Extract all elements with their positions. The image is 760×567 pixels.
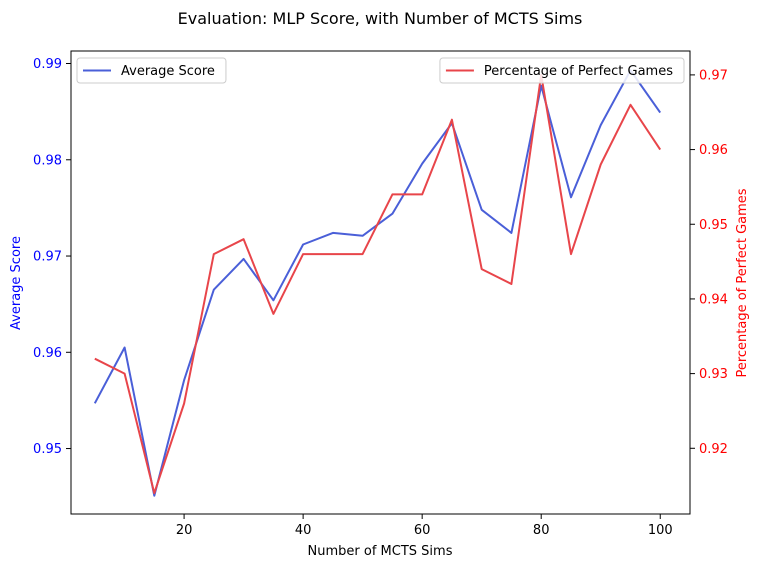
x-tick-label: 100 [648, 523, 673, 538]
legend-label: Average Score [121, 64, 215, 79]
y-right-axis-label: Percentage of Perfect Games [735, 188, 750, 377]
x-tick-label: 80 [533, 523, 550, 538]
series-line-2 [94, 73, 662, 495]
x-tick-label: 40 [295, 523, 312, 538]
legend-label: Percentage of Perfect Games [484, 64, 673, 79]
legend-upper-right: Percentage of Perfect Games [439, 57, 685, 84]
y-left-tick-label: 0.97 [33, 250, 62, 265]
y-left-tick-label: 0.98 [33, 153, 62, 168]
legend-box [439, 57, 685, 84]
legend-upper-left: Average Score [76, 57, 227, 84]
x-axis-label: Number of MCTS Sims [308, 544, 453, 559]
x-tick-label: 20 [176, 523, 193, 538]
chart-title: Evaluation: MLP Score, with Number of MC… [178, 9, 583, 28]
y-right-tick-label: 0.97 [699, 68, 728, 83]
plot-area: 20 40 60 80 100 0.95 0.96 0.97 0.98 0.99 0.92 0.93 0… [33, 50, 728, 538]
y-right-tick-label: 0.92 [699, 442, 728, 457]
y-left-axis-label: Average Score [9, 236, 24, 330]
y-left-tick-label: 0.96 [33, 346, 62, 361]
series-line-1 [93, 69, 662, 497]
plot-frame [70, 50, 691, 515]
y-right-tick-label: 0.95 [699, 218, 728, 233]
y-left-tick-label: 0.95 [33, 442, 62, 457]
legend-box [76, 57, 227, 84]
y-right-tick-label: 0.94 [699, 292, 728, 307]
y-right-tick-label: 0.93 [699, 367, 728, 382]
y-right-tick-label: 0.96 [699, 143, 728, 158]
x-tick-label: 60 [414, 523, 431, 538]
y-left-tick-label: 0.99 [33, 57, 62, 72]
